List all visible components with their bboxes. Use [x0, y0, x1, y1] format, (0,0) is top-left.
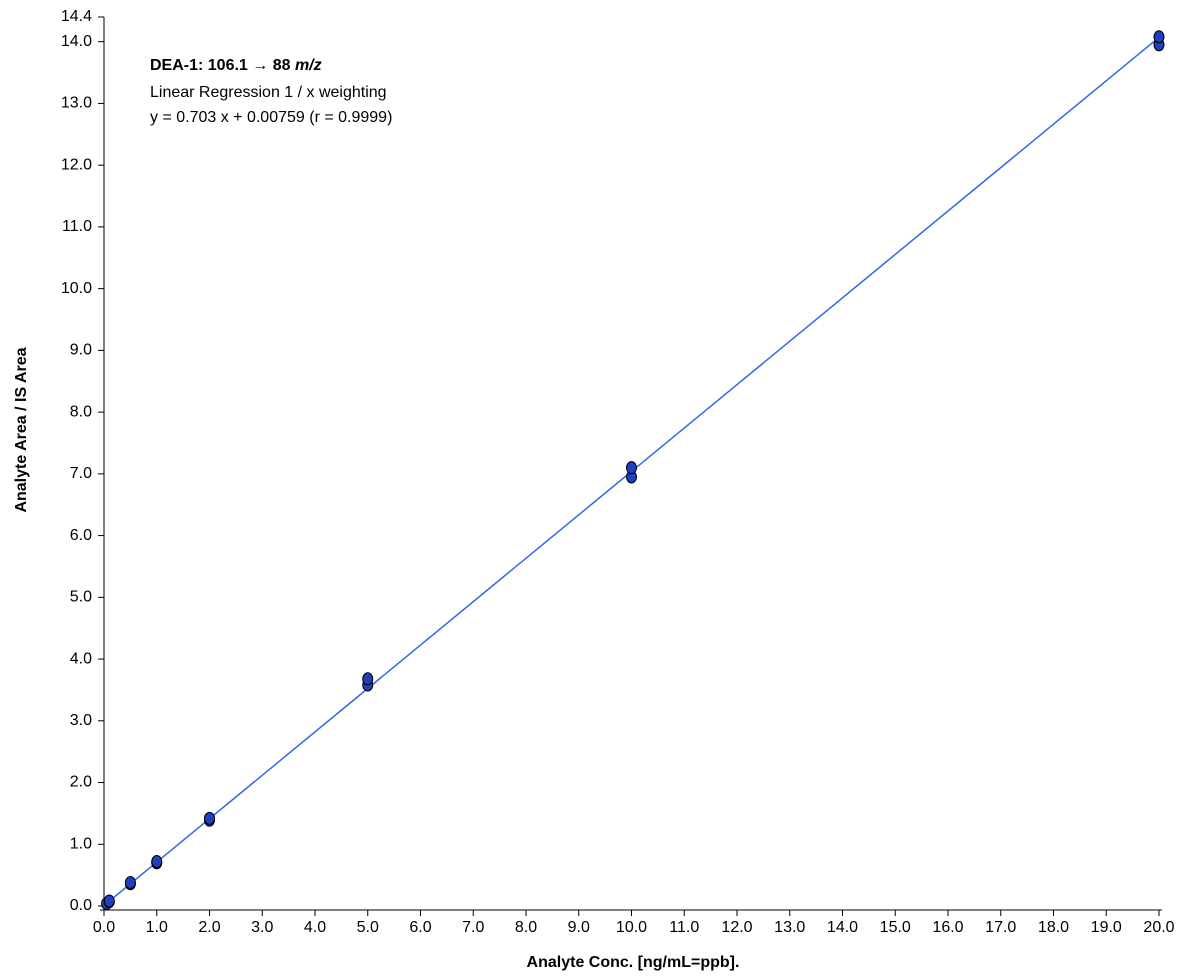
y-axis-label: Analyte Area / IS Area [13, 347, 30, 512]
y-tick-label: 9.0 [70, 342, 92, 359]
y-tick-label: 14.0 [61, 33, 92, 50]
x-tick-label: 16.0 [932, 919, 963, 936]
y-tick-label: 3.0 [70, 712, 92, 729]
title-text: DEA-1: 106.1 → 88 [150, 57, 295, 74]
x-tick-label: 17.0 [985, 919, 1016, 936]
y-tick-label: 14.4 [61, 8, 92, 25]
x-tick-label: 4.0 [304, 919, 326, 936]
x-tick-label: 9.0 [568, 919, 590, 936]
y-tick-label: 8.0 [70, 403, 92, 420]
x-tick-label: 13.0 [774, 919, 805, 936]
title-italic: m/z [295, 57, 322, 74]
point [103, 894, 115, 908]
x-tick-label: 1.0 [146, 919, 168, 936]
annotation: Linear Regression 1 / x weighting [150, 84, 387, 101]
x-tick-label: 10.0 [616, 919, 647, 936]
y-tick-label: 5.0 [70, 589, 92, 606]
y-tick-label: 13.0 [61, 95, 92, 112]
x-axis-label: Analyte Conc. [ng/mL=ppb]. [527, 954, 740, 971]
x-tick-label: 20.0 [1143, 919, 1174, 936]
y-tick-label: 1.0 [70, 835, 92, 852]
x-tick-label: 11.0 [669, 919, 699, 936]
x-tick-label: 5.0 [357, 919, 379, 936]
x-tick-label: 19.0 [1091, 919, 1122, 936]
x-tick-label: 0.0 [93, 919, 115, 936]
point [204, 811, 215, 825]
x-tick-label: 18.0 [1038, 919, 1069, 936]
y-tick-label: 4.0 [70, 650, 92, 667]
point [362, 672, 374, 686]
point [1153, 30, 1165, 44]
x-tick-label: 8.0 [515, 919, 537, 936]
y-tick-label: 11.0 [62, 218, 92, 235]
chart-title: DEA-1: 106.1 → 88 m/z [150, 57, 322, 74]
x-tick-label: 3.0 [251, 919, 273, 936]
y-tick-label: 0.0 [70, 897, 92, 914]
x-tick-label: 6.0 [409, 919, 431, 936]
x-tick-label: 2.0 [198, 919, 220, 936]
y-tick-label: 7.0 [70, 465, 92, 482]
y-tick-label: 2.0 [70, 774, 92, 791]
y-tick-label: 10.0 [61, 280, 92, 297]
point [124, 876, 136, 890]
annotation: y = 0.703 x + 0.00759 (r = 0.9999) [150, 109, 392, 126]
point [151, 855, 163, 869]
y-tick-label: 6.0 [70, 527, 92, 544]
point [626, 461, 637, 475]
x-tick-label: 15.0 [880, 919, 911, 936]
x-tick-label: 14.0 [827, 919, 858, 936]
y-tick-label: 12.0 [61, 156, 92, 173]
x-tick-label: 7.0 [462, 919, 484, 936]
x-tick-label: 12.0 [721, 919, 752, 936]
